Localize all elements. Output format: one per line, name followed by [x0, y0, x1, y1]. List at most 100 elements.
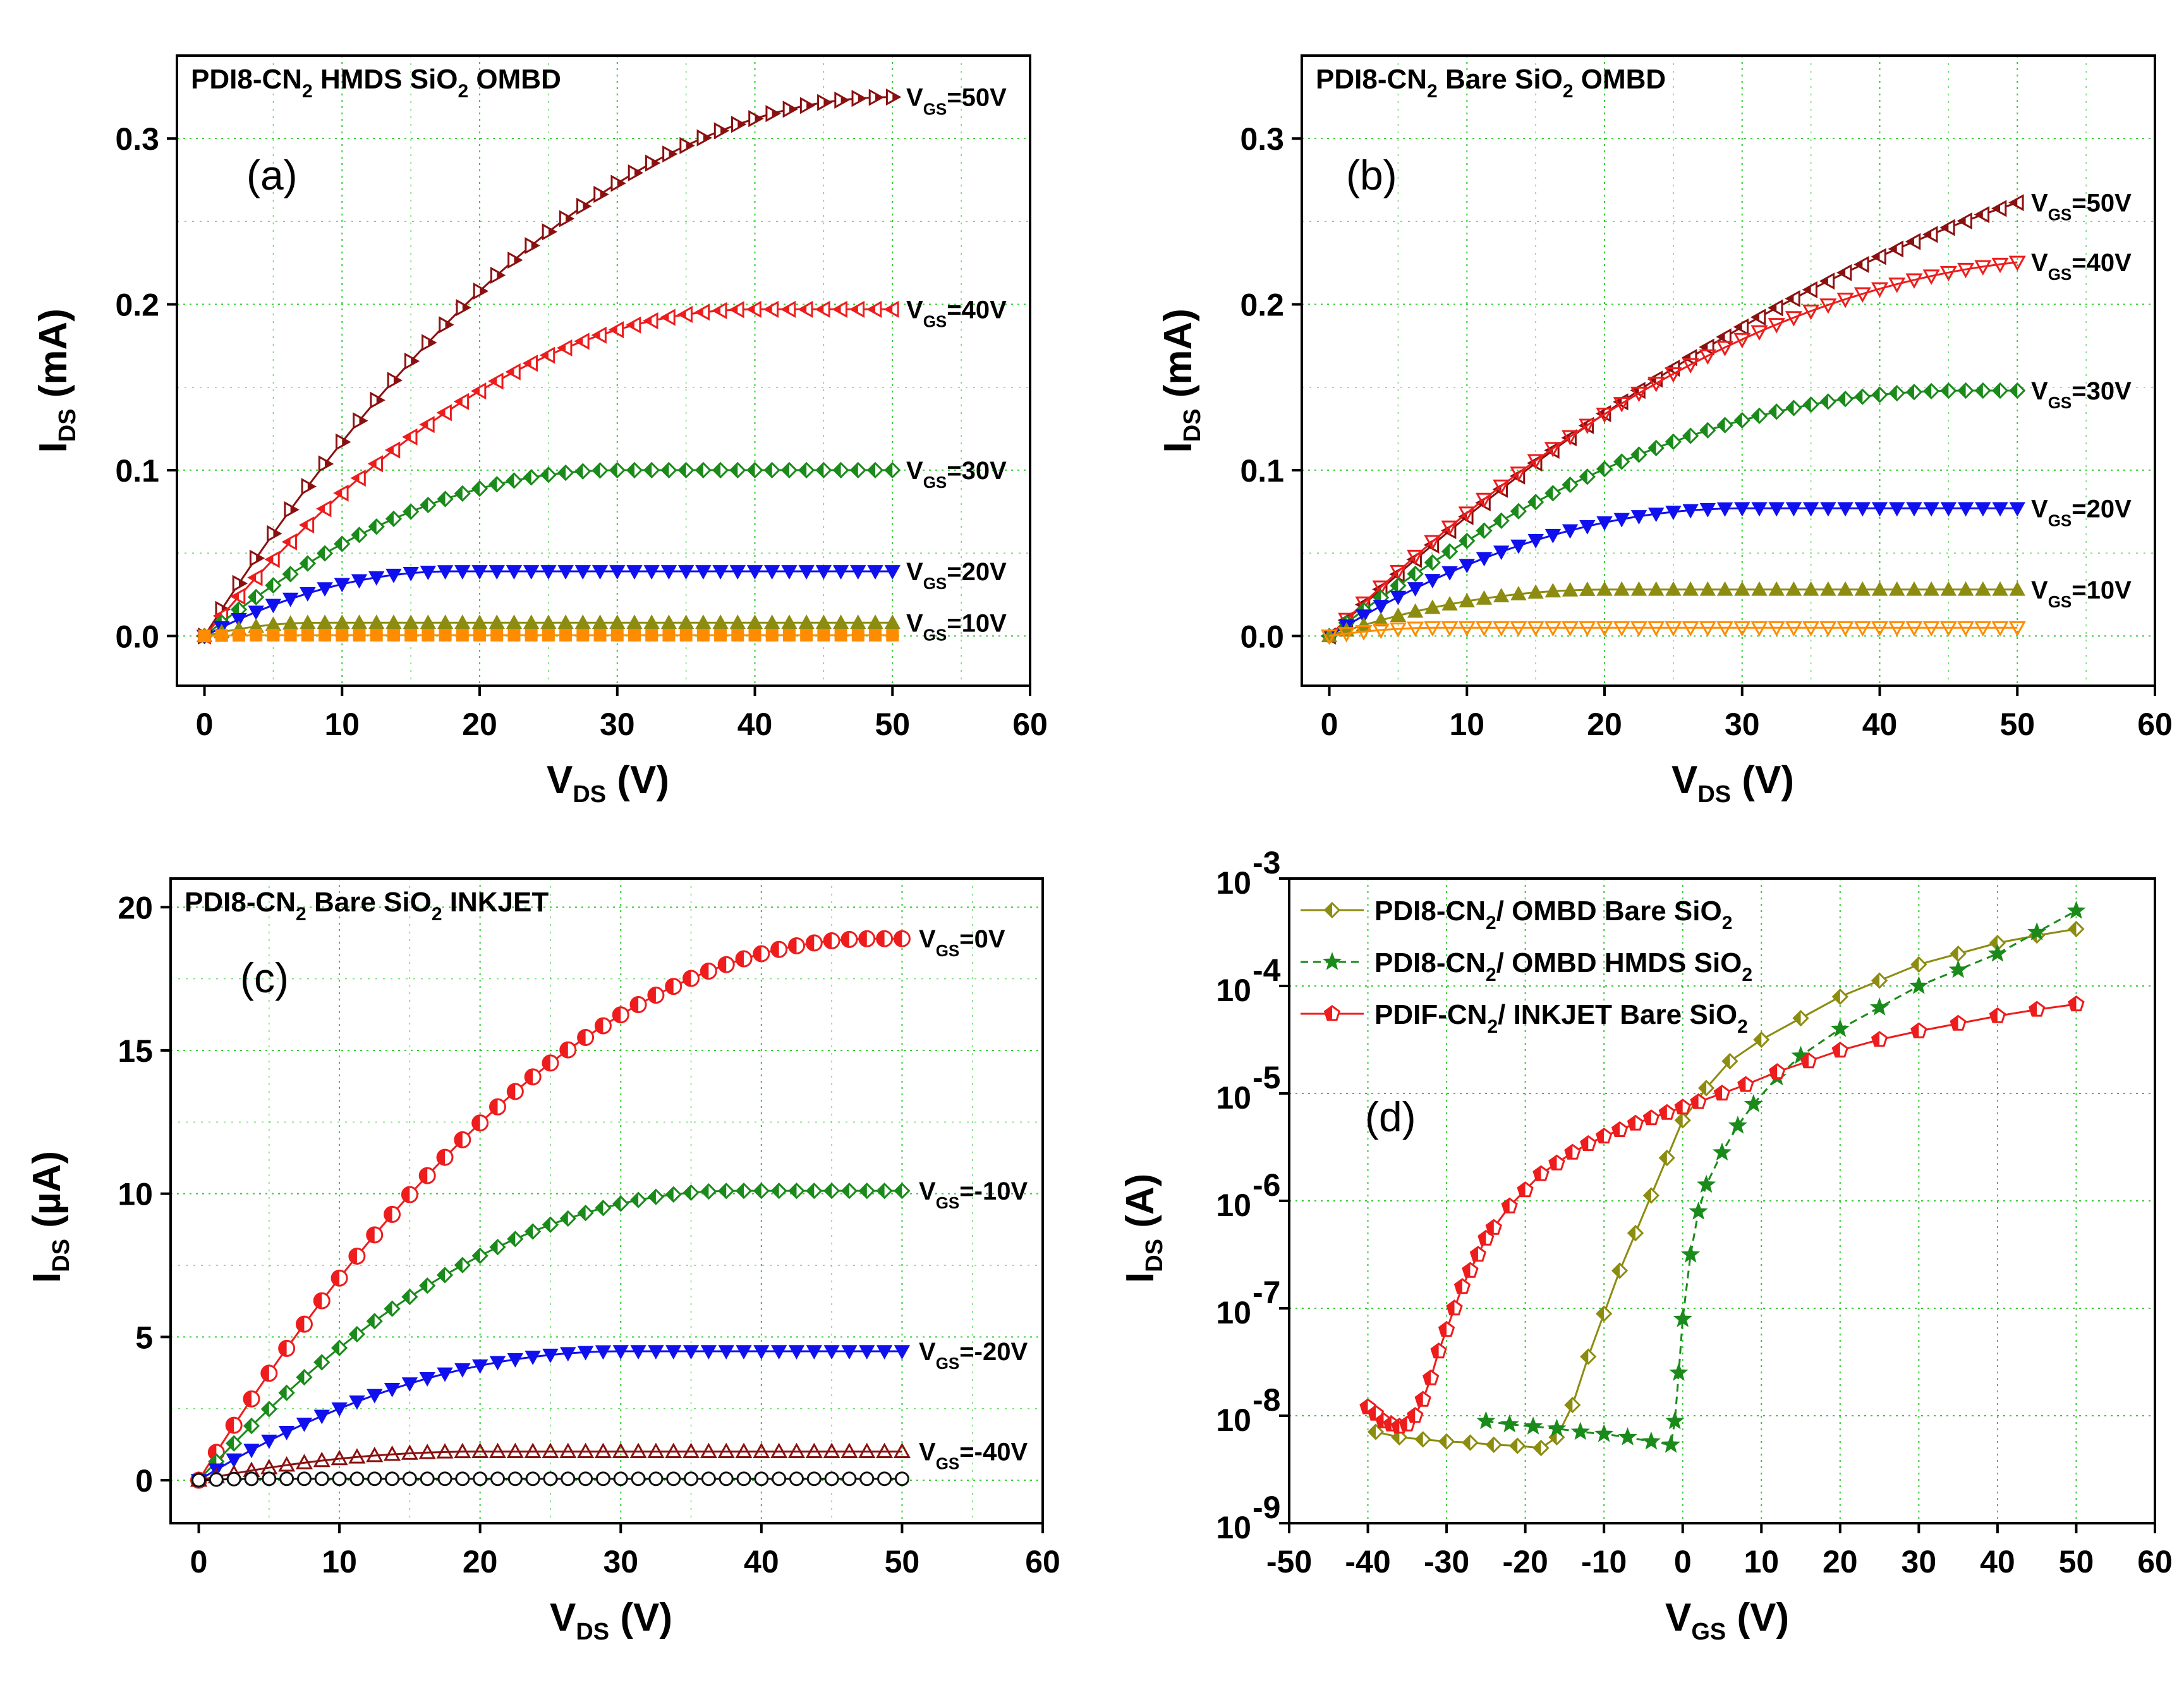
data-point [1836, 621, 1854, 637]
data-point [384, 1300, 401, 1317]
data-point [626, 461, 643, 479]
data-point [1800, 1052, 1817, 1069]
data-point [1905, 621, 1923, 637]
data-point [578, 1471, 593, 1487]
data-point [278, 1426, 295, 1440]
data-point [805, 1442, 823, 1458]
data-point [850, 614, 866, 630]
data-point [1320, 629, 1338, 645]
data-point [507, 1471, 523, 1487]
data-point [1510, 585, 1527, 600]
data-point [629, 996, 647, 1014]
data-point [806, 1471, 822, 1487]
data-point [1991, 621, 2009, 637]
y-tick-label: 0 [135, 1463, 153, 1499]
x-tick-label: 40 [737, 707, 773, 742]
data-point [695, 565, 712, 580]
data-point [770, 1345, 787, 1360]
data-point [595, 1345, 612, 1360]
data-point [560, 1347, 576, 1362]
data-point [264, 550, 280, 568]
data-point [559, 210, 575, 228]
data-point [1940, 502, 1957, 517]
data-point [824, 1471, 839, 1487]
data-point [243, 1390, 260, 1408]
data-point [1562, 524, 1579, 539]
data-point [1441, 543, 1459, 560]
data-point [866, 300, 882, 318]
data-point [265, 599, 282, 614]
data-point [647, 1442, 665, 1458]
data-point [248, 588, 265, 605]
data-point [849, 300, 865, 318]
data-point [574, 332, 590, 350]
data-point [261, 1434, 277, 1449]
data-point [1802, 396, 1819, 413]
data-point [1665, 1411, 1685, 1430]
series-label-b-4: VGS=10V [2031, 576, 2132, 611]
data-point [695, 614, 712, 630]
data-point [454, 565, 471, 580]
data-point [754, 1471, 769, 1487]
data-point [1500, 1414, 1519, 1433]
data-point [885, 88, 902, 106]
data-point [1674, 1112, 1691, 1129]
data-point [1630, 446, 1647, 463]
series-a-3 [196, 565, 901, 645]
data-point [2008, 621, 2026, 637]
series-b-1 [1320, 255, 2026, 645]
data-point [295, 1315, 313, 1333]
data-point [1407, 582, 1424, 597]
data-point [488, 476, 506, 493]
data-point [1527, 533, 1544, 549]
data-point [1721, 1052, 1738, 1070]
data-point [834, 91, 850, 109]
data-point [1630, 510, 1647, 525]
data-point [1618, 1427, 1637, 1445]
data-point [525, 1351, 541, 1365]
data-point [559, 1442, 577, 1458]
data-point [1889, 581, 1905, 596]
data-point [1547, 1418, 1567, 1437]
data-point [1682, 581, 1699, 596]
data-point [1871, 972, 1888, 989]
data-point [1819, 621, 1837, 637]
data-point [301, 628, 314, 642]
data-point [823, 1345, 840, 1360]
data-point [225, 1416, 243, 1434]
data-point [1992, 581, 2008, 596]
data-point [298, 516, 315, 534]
data-point [1906, 581, 1922, 596]
legend-label: PDIF-CN2/ INKJET Bare SiO2 [1374, 999, 1748, 1037]
data-point [1594, 1424, 1614, 1442]
data-point [1493, 545, 1510, 561]
data-point [523, 614, 540, 630]
series-c-2 [190, 1345, 911, 1489]
data-point [209, 1472, 224, 1487]
data-point [631, 1471, 646, 1487]
data-point [858, 1183, 875, 1200]
data-point [729, 301, 744, 319]
data-point [1596, 408, 1613, 423]
panel-d: -50 -40 -30 -20 -10 0 10 20 30 40 50 6010-910-810-7… [1119, 845, 2173, 1645]
data-point [1544, 621, 1562, 637]
data-point [815, 565, 832, 580]
data-point [682, 1442, 700, 1458]
data-point [712, 614, 729, 630]
data-point [1372, 623, 1390, 639]
x-tick-label: -20 [1503, 1544, 1548, 1579]
data-point [401, 1444, 418, 1460]
data-point [226, 1435, 243, 1452]
data-point [226, 1471, 241, 1487]
data-point [1768, 581, 1785, 596]
data-point [1733, 411, 1750, 429]
data-point [645, 628, 658, 642]
data-point [333, 484, 349, 502]
data-point [1802, 281, 1817, 298]
data-point [1424, 621, 1441, 637]
y-tick-label: 0.1 [1240, 453, 1284, 489]
data-point [1469, 1246, 1487, 1262]
x-tick-label: 60 [2137, 1544, 2173, 1579]
y-tick-label: 0.2 [1240, 288, 1284, 323]
